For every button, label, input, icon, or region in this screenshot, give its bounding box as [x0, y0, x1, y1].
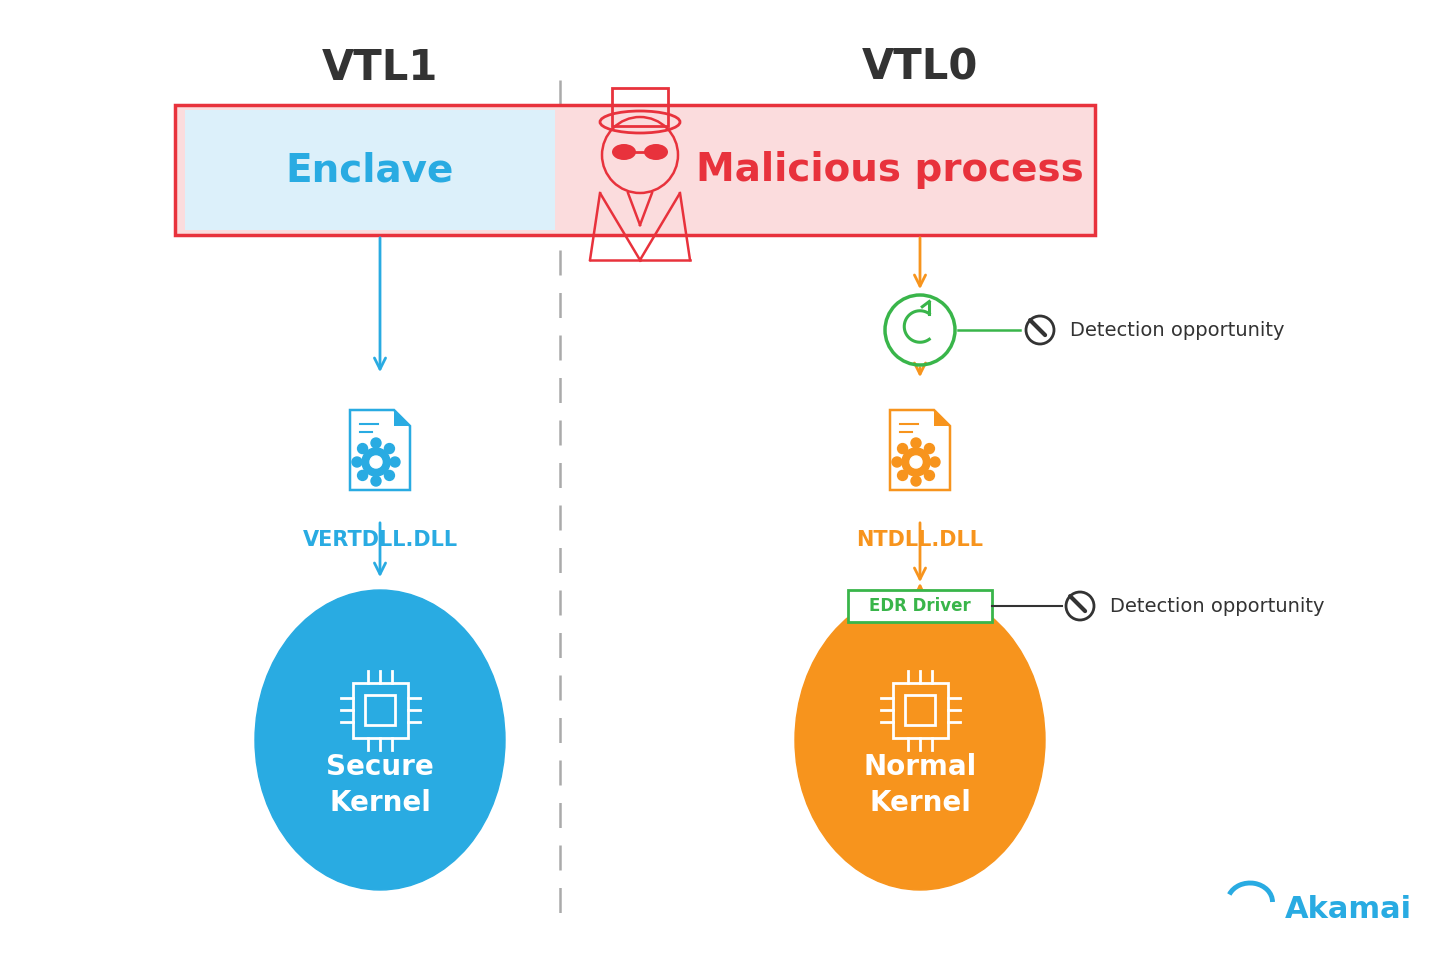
- FancyBboxPatch shape: [848, 590, 992, 622]
- Circle shape: [390, 457, 400, 467]
- Text: Detection opportunity: Detection opportunity: [1070, 321, 1284, 339]
- Circle shape: [372, 438, 382, 448]
- Polygon shape: [395, 410, 410, 426]
- Circle shape: [924, 471, 935, 480]
- Text: Malicious process: Malicious process: [696, 151, 1084, 189]
- Circle shape: [930, 457, 940, 467]
- Circle shape: [370, 456, 382, 468]
- Text: VTL1: VTL1: [321, 47, 438, 89]
- Polygon shape: [935, 410, 950, 426]
- Circle shape: [351, 457, 361, 467]
- Polygon shape: [350, 410, 410, 490]
- Polygon shape: [890, 410, 950, 490]
- Circle shape: [924, 444, 935, 454]
- Ellipse shape: [255, 590, 505, 890]
- Text: EDR Driver: EDR Driver: [870, 597, 971, 615]
- Circle shape: [912, 438, 922, 448]
- Text: NTDLL.DLL: NTDLL.DLL: [857, 530, 984, 550]
- Circle shape: [901, 448, 930, 476]
- Circle shape: [357, 444, 367, 454]
- Text: VTL0: VTL0: [861, 47, 978, 89]
- Ellipse shape: [644, 144, 668, 160]
- Circle shape: [372, 476, 382, 486]
- Circle shape: [891, 457, 901, 467]
- Text: VERTDLL.DLL: VERTDLL.DLL: [302, 530, 458, 550]
- Text: Secure
Kernel: Secure Kernel: [325, 752, 433, 818]
- Circle shape: [897, 471, 907, 480]
- Text: Detection opportunity: Detection opportunity: [1110, 597, 1325, 615]
- Ellipse shape: [795, 590, 1045, 890]
- Circle shape: [357, 471, 367, 480]
- Circle shape: [384, 471, 395, 480]
- FancyBboxPatch shape: [176, 105, 1094, 235]
- Ellipse shape: [612, 144, 636, 160]
- Circle shape: [897, 444, 907, 454]
- Circle shape: [384, 444, 395, 454]
- Circle shape: [912, 476, 922, 486]
- Circle shape: [910, 456, 922, 468]
- Text: Normal
Kernel: Normal Kernel: [864, 752, 976, 818]
- Circle shape: [361, 448, 390, 476]
- Text: Enclave: Enclave: [285, 151, 454, 189]
- Text: Akamai: Akamai: [1284, 896, 1413, 924]
- FancyBboxPatch shape: [184, 110, 554, 230]
